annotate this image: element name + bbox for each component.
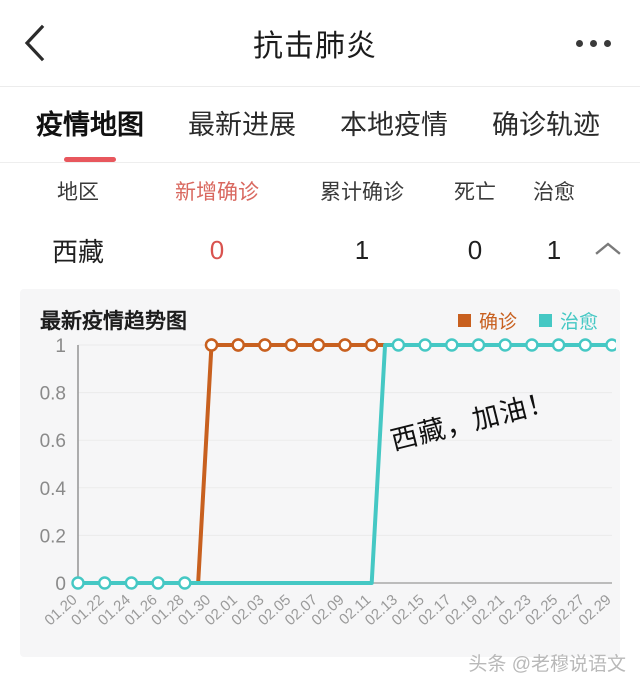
- legend-swatch-confirmed: [457, 313, 471, 327]
- col-header-deaths[interactable]: 死亡: [454, 181, 496, 204]
- trend-chart-card: 最新疫情趋势图 确诊 治愈 0 0.2 0.4 0.6 0.8 1 01.20 01.22 01…: [20, 289, 620, 657]
- data-point-marker: [498, 338, 512, 352]
- legend-label-cured: 治愈: [559, 311, 598, 333]
- cell-cured: 1: [546, 234, 562, 265]
- data-point-marker: [338, 338, 352, 352]
- tab-quezhenguiji[interactable]: 确诊轨迹: [470, 103, 622, 146]
- chevron-left-icon: [22, 23, 48, 63]
- y-axis-tick-label: 0.8: [40, 384, 66, 405]
- data-point-marker: [578, 338, 592, 352]
- more-button[interactable]: [560, 0, 640, 86]
- navbar: 抗击肺炎: [0, 0, 640, 87]
- series-line-确诊: [76, 343, 614, 585]
- data-point-marker: [605, 338, 616, 352]
- table-row[interactable]: 西藏 0 1 0 1: [14, 219, 626, 281]
- tab-label: 疫情地图: [36, 110, 144, 140]
- chart-title: 最新疫情趋势图: [40, 310, 187, 333]
- ellipsis-icon: [575, 39, 611, 47]
- chart-legend: 确诊 治愈: [457, 307, 598, 334]
- data-point-marker: [418, 338, 432, 352]
- page-title: 抗击肺炎: [253, 30, 377, 63]
- data-point-marker: [551, 338, 566, 352]
- data-point-marker: [258, 338, 272, 352]
- data-point-marker: [204, 338, 219, 352]
- y-axis-tick-label: 0.2: [40, 526, 66, 547]
- data-point-marker: [365, 338, 379, 352]
- tab-active-underline: [64, 157, 116, 162]
- tab-bar: 疫情地图 最新进展 本地疫情 确诊轨迹: [0, 87, 640, 163]
- chart-canvas: 00.20.40.60.8101.2001.2201.2401.2601.280…: [40, 336, 616, 629]
- tab-yiqingditu[interactable]: 疫情地图: [14, 103, 166, 162]
- cell-deaths: 0: [467, 234, 483, 265]
- col-header-new-confirmed[interactable]: 新增确诊: [175, 181, 259, 204]
- data-point-marker: [178, 576, 192, 590]
- data-point-marker: [525, 338, 539, 352]
- cell-region: 西藏: [51, 236, 104, 267]
- cell-total-confirmed: 1: [354, 234, 370, 265]
- data-point-marker: [151, 576, 165, 590]
- y-axis-tick-label: 1: [55, 336, 66, 357]
- chevron-up-icon: [593, 235, 623, 266]
- legend-swatch-cured: [538, 313, 552, 327]
- tab-zuixinjinzhan[interactable]: 最新进展: [166, 103, 318, 146]
- data-point-marker: [71, 576, 85, 590]
- y-axis-tick-label: 0.4: [40, 479, 67, 500]
- back-button[interactable]: [0, 0, 70, 86]
- y-axis-tick-label: 0.6: [40, 431, 66, 452]
- tab-bendiyiqing[interactable]: 本地疫情: [318, 103, 470, 146]
- tab-label: 本地疫情: [340, 110, 448, 140]
- table-header-row: 地区 新增确诊 累计确诊 死亡 治愈: [14, 163, 626, 219]
- col-header-total-confirmed[interactable]: 累计确诊: [320, 181, 404, 204]
- y-axis-tick-label: 0: [55, 574, 66, 595]
- chart-header: 最新疫情趋势图 确诊 治愈: [30, 305, 606, 335]
- trend-line-plot: 0 0.2 0.4 0.6 0.8 1 01.20 01.22 01.24 01.26 01.28 0…: [30, 335, 616, 655]
- cell-new-confirmed: 0: [209, 234, 225, 265]
- data-point-marker: [231, 338, 245, 352]
- legend-label-confirmed: 确诊: [478, 311, 517, 333]
- row-collapse-toggle[interactable]: [590, 235, 626, 266]
- data-point-marker: [391, 338, 406, 352]
- tab-label: 最新进展: [188, 110, 296, 140]
- watermark: 头条 @老穆说语文: [468, 654, 626, 675]
- series-line-治愈: [76, 343, 614, 585]
- data-point-marker: [445, 338, 459, 352]
- data-point-marker: [124, 576, 139, 590]
- legend-item-confirmed[interactable]: 确诊: [457, 307, 517, 334]
- legend-item-cured[interactable]: 治愈: [538, 307, 598, 334]
- data-point-marker: [311, 338, 325, 352]
- data-point-marker: [97, 576, 112, 590]
- data-point-marker: [284, 338, 299, 352]
- region-table: 地区 新增确诊 累计确诊 死亡 治愈 西藏 0 1 0 1: [0, 163, 640, 281]
- col-header-region: 地区: [57, 181, 99, 204]
- tab-label: 确诊轨迹: [492, 110, 600, 140]
- col-header-cured[interactable]: 治愈: [533, 181, 575, 204]
- data-point-marker: [471, 338, 486, 352]
